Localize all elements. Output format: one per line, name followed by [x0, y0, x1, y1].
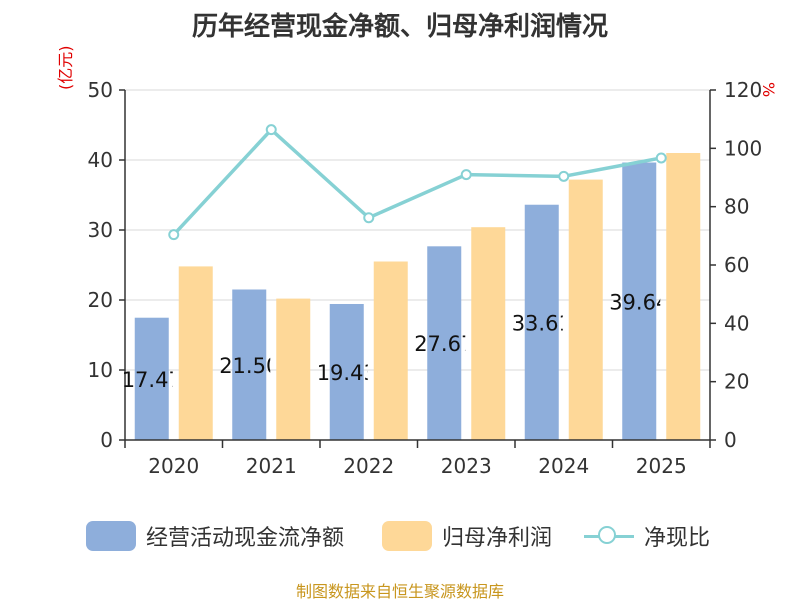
point-ratio-2024: [558, 170, 570, 182]
right-axis-tick-label: 60: [724, 253, 749, 277]
legend-item-cashflow[interactable]: 经营活动现金流净额: [86, 518, 344, 554]
left-axis-tick-label: 30: [88, 218, 113, 242]
right-axis-tick-label: 100: [724, 136, 762, 160]
legend: 经营活动现金流净额 归母净利润 净现比: [0, 518, 800, 554]
point-ratio-2025: [655, 152, 667, 164]
source-note: 制图数据来自恒生聚源数据库: [295, 582, 504, 601]
bar-cashflow-2024: [524, 204, 559, 440]
data-label-cashflow-2023: 27.67: [414, 332, 474, 356]
point-ratio-2023: [460, 169, 472, 181]
bar-cashflow-2022: [329, 303, 364, 440]
x-axis-tick-label: 2024: [538, 454, 589, 478]
legend-label-cashflow: 经营活动现金流净额: [146, 526, 345, 551]
right-axis-tick-label: 80: [724, 195, 749, 219]
x-axis-tick-label: 2021: [246, 454, 297, 478]
left-axis-tick-label: 0: [100, 428, 113, 452]
line-ratio: [172, 127, 662, 236]
bar-profit-2024: [568, 179, 603, 440]
point-ratio-2020: [168, 229, 180, 241]
point-ratio-2022: [363, 212, 375, 224]
bar-profit-2022: [373, 261, 408, 440]
bar-cashflow-2023: [427, 246, 462, 440]
chart-title: 历年经营现金净额、归母净利润情况: [191, 12, 608, 42]
left-axis-tick-label: 50: [88, 78, 113, 102]
data-label-cashflow-2021: 21.50: [219, 354, 279, 378]
x-axis-tick-label: 2020: [148, 454, 199, 478]
data-label-cashflow-2025: 39.64: [609, 290, 669, 314]
left-axis-tick-label: 40: [88, 148, 113, 172]
bar-cashflow-2020: [134, 317, 169, 440]
right-axis-tick-label: 0: [724, 428, 737, 452]
left-axis-tick-label: 20: [88, 288, 113, 312]
legend-swatch-ratio: [584, 521, 634, 551]
bar-cashflow-2021: [232, 289, 267, 440]
legend-label-ratio: 净现比: [644, 526, 711, 551]
legend-swatch-cashflow: [86, 521, 136, 551]
x-axis-tick-label: 2025: [636, 454, 687, 478]
bar-profit-2023: [471, 227, 506, 440]
bar-profit-2020: [178, 266, 213, 440]
legend-swatch-profit: [382, 521, 432, 551]
x-axis-tick-label: 2022: [343, 454, 394, 478]
legend-label-profit: 归母净利润: [442, 526, 553, 551]
left-axis-tick-label: 10: [88, 358, 113, 382]
bar-profit-2025: [666, 153, 701, 440]
x-axis-tick-label: 2023: [441, 454, 492, 478]
legend-item-ratio[interactable]: 净现比: [584, 518, 710, 554]
bar-profit-2021: [276, 298, 311, 440]
bar-cashflow-2025: [622, 162, 657, 440]
point-ratio-2021: [265, 124, 277, 136]
right-axis-tick-label: 120: [724, 78, 762, 102]
right-axis-tick-label: 40: [724, 311, 749, 335]
data-label-cashflow-2020: 17.47: [122, 368, 182, 392]
right-axis-tick-label: 20: [724, 370, 749, 394]
data-label-cashflow-2022: 19.43: [317, 361, 377, 385]
data-label-cashflow-2024: 33.61: [512, 311, 572, 335]
legend-item-profit[interactable]: 归母净利润: [382, 518, 552, 554]
